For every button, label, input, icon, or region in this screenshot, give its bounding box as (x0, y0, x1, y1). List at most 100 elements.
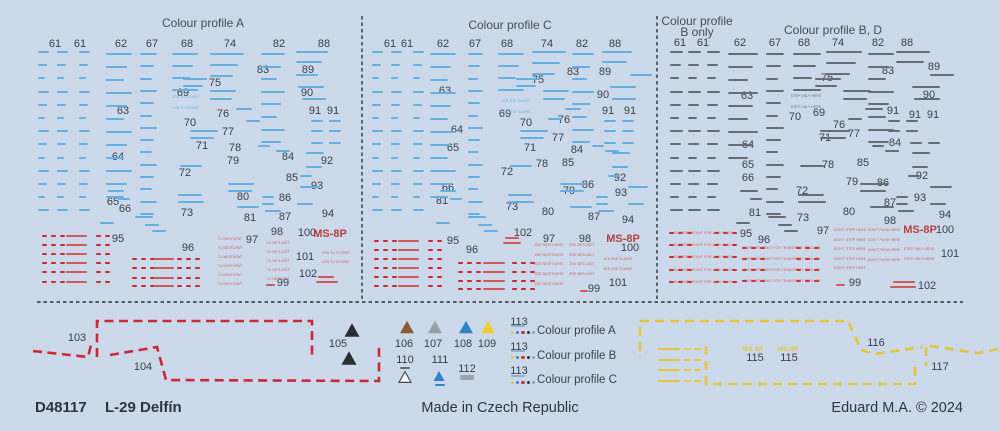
decal-number: 83 (881, 65, 895, 77)
stencil-text: DON'T PUSH HERE (867, 248, 901, 252)
stencil-mark (413, 103, 423, 106)
stencil-mark (888, 130, 900, 132)
stencil-mark (374, 285, 379, 287)
stencil-mark (100, 222, 114, 224)
decal-number: 80 (236, 191, 250, 203)
stencil-mark (150, 258, 155, 260)
stencil-mark (723, 269, 728, 271)
stencil-mark (670, 64, 681, 67)
stencil-mark (57, 51, 68, 53)
stencil-mark (896, 196, 908, 198)
ms8p-yellow-text: MS-8P (777, 345, 799, 353)
stencil-mark (437, 267, 442, 269)
stencil-mark (186, 285, 191, 287)
stencil-mark (766, 102, 781, 105)
stencil-mark (172, 53, 198, 55)
stencil-mark (65, 244, 87, 246)
stencil-mark (57, 77, 65, 80)
stencil-mark (658, 380, 680, 382)
stencil-mark (430, 183, 452, 185)
stencil-mark (728, 131, 758, 133)
stencil-mark (604, 120, 616, 122)
stencil-mark (106, 196, 124, 198)
stencil-mark (329, 120, 341, 122)
stencil-mark (732, 232, 737, 234)
decal-number: 94 (621, 214, 635, 226)
stencil-mark (374, 249, 379, 251)
stencil-mark (430, 170, 456, 172)
decal-number: 101 (295, 251, 315, 263)
stencil-mark (392, 249, 397, 251)
stencil-mark (437, 276, 442, 278)
stencil-mark (906, 120, 918, 122)
stencil-mark (391, 64, 401, 67)
stencil-mark (670, 183, 681, 185)
stencil-text: SUPPORT POINT FOR JACK ONLY (673, 243, 733, 247)
stencil-mark (483, 288, 506, 290)
decal-number: 84 (888, 137, 902, 149)
decal-number: 107 (423, 338, 443, 350)
decal-number: 102 (513, 227, 533, 239)
stencil-mark (51, 235, 56, 237)
stencil-mark (311, 142, 323, 144)
stencil-mark (793, 77, 813, 79)
stencil-mark (714, 281, 719, 283)
stencil-mark (805, 258, 810, 260)
stencil-mark (478, 224, 492, 226)
stencil-mark (468, 65, 481, 68)
stencil-mark (38, 103, 48, 106)
stencil-mark (140, 200, 157, 203)
legend-num-c: 113 (510, 365, 528, 377)
stencil-mark (65, 262, 87, 264)
stencil-mark (898, 210, 914, 212)
decal-number: 98 (578, 233, 592, 245)
stencil-mark (687, 256, 692, 258)
stencil-mark (413, 90, 424, 93)
decal-number: 74 (223, 38, 237, 50)
stencil-mark (521, 280, 526, 282)
decal-number: 63 (438, 85, 452, 97)
stencil-mark (498, 77, 516, 79)
legend-dot (526, 380, 530, 384)
stencil-mark (372, 183, 382, 185)
stencil-mark (760, 269, 765, 271)
stencil-mark (42, 271, 47, 273)
stencil-mark (177, 258, 182, 260)
stencil-mark (826, 73, 851, 75)
stencil-mark (38, 64, 48, 67)
decal-number: 76 (557, 114, 571, 126)
stencil-mark (372, 51, 383, 53)
stencil-mark (736, 222, 750, 224)
stencil-mark (413, 143, 423, 146)
stencil-mark (132, 285, 137, 287)
stencil-mark (516, 78, 540, 80)
stencil-mark (79, 64, 89, 67)
stencil-text: DON'T STEP HERE (834, 228, 866, 232)
stencil-mark (437, 258, 442, 260)
stencil-mark (707, 51, 720, 53)
stencil-mark (670, 77, 679, 80)
stencil-mark (79, 209, 90, 212)
decal-number: 72 (178, 167, 192, 179)
stencil-mark (521, 262, 526, 264)
stencil-mark (413, 169, 424, 172)
stencil-mark (79, 169, 90, 172)
stencil-mark (694, 348, 701, 350)
stencil-mark (65, 235, 87, 237)
panel-title-c: Colour profile C (468, 18, 552, 32)
stencil-mark (468, 200, 483, 203)
stencil-mark (630, 74, 652, 76)
stencil-mark (843, 90, 871, 92)
stencil-mark (669, 232, 674, 234)
stencil-mark (766, 188, 779, 191)
stencil-mark (572, 103, 591, 106)
stencil-mark (383, 267, 388, 269)
stencil-mark (57, 103, 67, 106)
decal-number: 84 (570, 144, 584, 156)
stencil-mark (195, 267, 200, 269)
stencil-mark (172, 77, 190, 79)
decal-number: 84 (281, 151, 295, 163)
stencil-mark (413, 183, 423, 185)
legend-dot (516, 331, 520, 335)
legend-label-profile-c: Colour profile C (537, 374, 617, 386)
